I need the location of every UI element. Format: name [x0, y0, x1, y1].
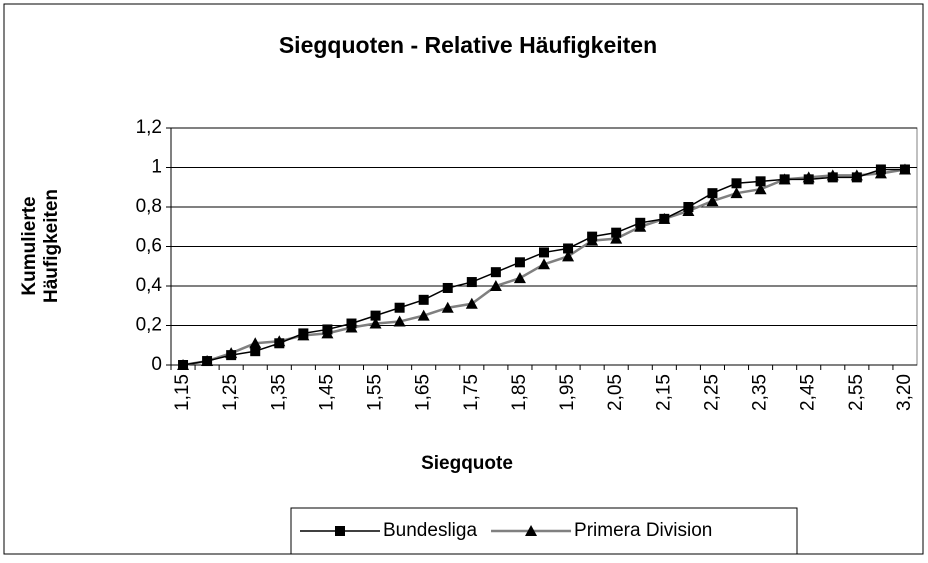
x-tick-label-group: 1,55	[365, 374, 386, 411]
x-tick-label: 1,15	[172, 374, 193, 411]
marker	[393, 315, 406, 327]
marker	[802, 171, 815, 183]
marker	[563, 243, 574, 254]
x-tick-label-group: 2,15	[653, 374, 674, 411]
x-tick-label: 2,45	[798, 374, 819, 411]
marker	[707, 188, 718, 199]
x-tick-label-group: 2,25	[701, 374, 722, 411]
marker	[369, 317, 382, 329]
marker	[442, 282, 453, 293]
x-tick-label-group: 1,75	[461, 374, 482, 411]
x-tick-label: 2,05	[605, 374, 626, 411]
marker	[297, 329, 310, 341]
legend-marker	[335, 526, 345, 536]
x-tick-label-group: 1,45	[316, 374, 337, 411]
x-tick-label: 2,25	[701, 374, 722, 411]
x-tick-label: 2,15	[653, 374, 674, 411]
y-tick-label: 0,8	[136, 196, 162, 217]
x-axis-label: Siegquote	[421, 453, 513, 474]
marker	[490, 267, 501, 278]
marker	[634, 220, 647, 232]
legend-label: Bundesliga	[383, 520, 477, 541]
marker	[466, 277, 477, 288]
x-tick-label-group: 2,05	[605, 374, 626, 411]
marker	[778, 173, 791, 185]
marker	[418, 294, 429, 305]
x-tick-label-group: 1,85	[509, 374, 530, 411]
x-tick-label: 2,35	[750, 374, 771, 411]
marker	[370, 310, 381, 321]
legend-label: Primera Division	[574, 520, 712, 541]
marker	[417, 309, 430, 321]
marker	[730, 187, 743, 199]
x-tick-label: 1,85	[509, 374, 530, 411]
marker	[706, 195, 719, 207]
x-tick-label-group: 1,65	[413, 374, 434, 411]
x-tick-label-group: 1,95	[557, 374, 578, 411]
marker	[538, 258, 550, 270]
x-tick-label-group: 3,20	[894, 374, 915, 411]
x-tick-label: 2,55	[846, 374, 867, 411]
marker	[514, 257, 525, 268]
marker	[539, 247, 549, 258]
marker	[489, 280, 502, 291]
x-tick-label: 1,55	[365, 374, 386, 411]
x-tick-label-group: 2,35	[750, 374, 771, 411]
x-tick-label-group: 2,55	[846, 374, 867, 411]
marker	[201, 355, 214, 367]
marker	[874, 167, 887, 179]
y-axis-label: Kumulierte Häufigkeiten	[19, 189, 62, 303]
x-tick-label: 1,75	[461, 374, 482, 411]
x-tick-label: 1,45	[316, 374, 337, 411]
y-tick-label: 0	[151, 354, 162, 375]
marker	[754, 183, 767, 195]
marker	[225, 347, 238, 359]
marker	[586, 234, 599, 246]
x-tick-label: 1,35	[268, 374, 289, 411]
y-tick-label: 0,2	[136, 315, 162, 336]
marker	[249, 337, 262, 349]
y-axis-label-line: Kumulierte	[19, 196, 40, 295]
marker	[850, 169, 863, 181]
y-tick-label: 0,6	[136, 236, 162, 257]
marker	[682, 204, 695, 216]
y-tick-label: 1	[151, 157, 162, 178]
x-tick-label: 1,25	[220, 374, 241, 411]
y-tick-label: 1,2	[136, 117, 162, 138]
marker	[731, 178, 742, 189]
marker	[513, 272, 526, 284]
marker	[441, 301, 454, 313]
chart-title: Siegquoten - Relative Häufigkeiten	[279, 32, 657, 58]
marker	[755, 176, 766, 187]
x-tick-label: 3,20	[894, 374, 915, 411]
marker	[610, 232, 623, 244]
marker	[898, 163, 911, 175]
marker	[273, 335, 286, 347]
y-axis-label-line: Häufigkeiten	[41, 189, 62, 303]
x-tick-label: 1,95	[557, 374, 578, 411]
x-tick-label-group: 2,45	[798, 374, 819, 411]
x-tick-label-group: 1,15	[172, 374, 193, 411]
marker	[562, 250, 575, 262]
marker	[394, 302, 405, 313]
marker	[177, 359, 190, 370]
marker	[826, 169, 839, 181]
marker	[465, 297, 478, 309]
marker	[345, 321, 358, 333]
x-tick-label-group: 1,35	[268, 374, 289, 411]
x-tick-label-group: 1,25	[220, 374, 241, 411]
marker	[658, 212, 671, 224]
x-tick-label: 1,65	[413, 374, 434, 411]
marker	[250, 346, 261, 357]
marker	[321, 327, 334, 339]
y-tick-label: 0,4	[136, 275, 163, 296]
legend-marker	[525, 525, 538, 536]
